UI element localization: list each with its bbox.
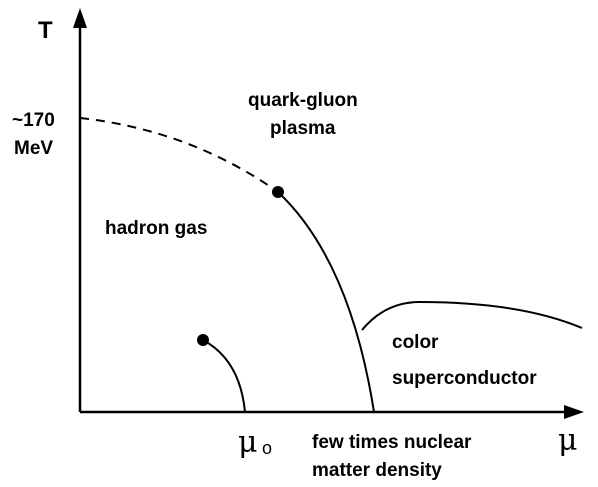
mu0-subscript: o bbox=[262, 438, 272, 458]
region-label: quark-gluon bbox=[248, 90, 358, 111]
region-label: superconductor bbox=[392, 368, 537, 389]
transition-line bbox=[277, 191, 375, 413]
temperature-unit: MeV bbox=[14, 138, 53, 159]
critical-point bbox=[272, 186, 284, 198]
density-note: few times nuclear bbox=[312, 432, 472, 453]
x-axis-arrow bbox=[564, 405, 584, 419]
superconductor-boundary bbox=[361, 300, 583, 331]
critical-point bbox=[197, 334, 209, 346]
region-label: color bbox=[392, 332, 439, 353]
y-label: T bbox=[38, 17, 53, 44]
mu0-symbol: μ bbox=[238, 425, 258, 460]
crossover-line bbox=[79, 117, 279, 193]
temperature-value: ~170 bbox=[12, 110, 55, 131]
x-label: μ bbox=[558, 423, 578, 458]
liquid-gas-line bbox=[202, 339, 246, 413]
y-axis-arrow bbox=[73, 8, 87, 28]
region-label: hadron gas bbox=[105, 218, 207, 239]
region-label: plasma bbox=[270, 118, 336, 139]
density-note: matter density bbox=[312, 460, 442, 481]
